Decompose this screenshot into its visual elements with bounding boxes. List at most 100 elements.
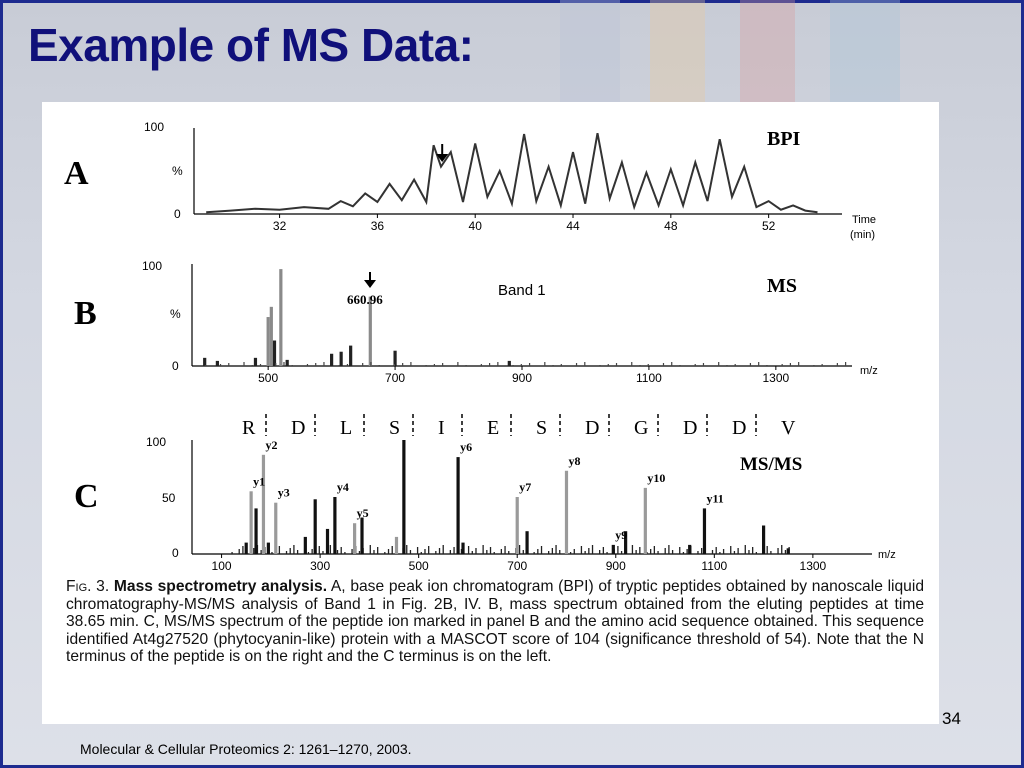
ms-noise [433,364,435,366]
msms-noise [453,547,455,554]
msms-noise [548,551,550,554]
ms-noise [734,364,736,366]
ms-noise [766,365,768,366]
sequence-residue: D [732,417,746,439]
panel-b-xlabel: m/z [860,365,878,377]
msms-noise [580,546,583,554]
msms-peak [702,508,707,554]
panel-b-xtick: 1100 [636,371,662,385]
msms-noise [744,545,746,554]
msms-noise [766,546,768,554]
msms-noise [752,547,754,554]
msms-noise [253,548,255,554]
ms-noise [457,362,459,366]
msms-noise [329,545,332,554]
ms-noise [480,364,482,366]
msms-peak [525,531,529,554]
ms-noise [544,362,546,366]
ms-noise [346,364,349,366]
panel-a-xlabel: (min) [850,229,875,241]
msms-noise [711,550,714,554]
ms-noise [662,363,665,366]
msms-noise [555,545,557,554]
msms-peak [261,454,266,554]
msms-peak [786,548,790,554]
msms-noise [373,550,375,554]
sequence-residue: R [242,417,256,439]
panel-b-ytick: % [170,307,181,321]
msms-peak [761,525,766,554]
panel-c-ytick: 50 [162,491,176,505]
panel-a-xtick: 44 [566,219,580,233]
msms-noise [569,552,572,554]
msms-noise [424,549,426,554]
sequence-residue: D [683,417,697,439]
ms-noise [726,365,728,366]
msms-noise [755,552,758,554]
msms-noise [682,552,685,554]
msms-noise [311,549,313,554]
msms-noise [260,550,262,554]
ms-noise [679,365,681,366]
ms-noise [204,365,206,366]
ms-noise [758,362,760,366]
ms-noise [520,364,522,366]
msms-noise [664,548,666,554]
msms-peak [394,536,399,554]
bpi-trace [206,133,818,214]
ms-noise [821,364,823,366]
msms-peak [564,470,569,554]
ms-noise [393,364,396,366]
panel-b-letter: B [74,295,97,332]
ms-noise [362,363,364,366]
msms-noise [369,545,371,554]
ion-label: y3 [278,486,290,500]
panel-c-letter: C [74,478,99,515]
msms-noise [475,548,477,554]
msms-peak [360,517,364,554]
sequence-residue: I [438,417,445,439]
msms-noise [500,549,503,554]
ms-noise [243,362,245,366]
panel-a-xtick: 36 [371,219,385,233]
sequence-residue: S [536,417,547,439]
msms-noise [722,549,725,554]
msms-noise [322,551,324,554]
msms-peak [456,457,460,554]
msms-noise [588,548,590,554]
ion-label: y1 [253,474,265,488]
msms-noise [271,552,273,554]
panel-c-xtick: 900 [606,559,626,573]
panel-b-xtick: 500 [258,371,278,385]
ms-noise [251,365,253,366]
ms-peak [253,357,258,366]
msms-noise [697,551,699,554]
msms-noise [559,550,561,554]
sequence-residue: E [487,417,499,439]
msms-noise [471,551,473,554]
msms-noise [617,546,619,554]
ms-noise [584,362,586,366]
msms-noise [748,550,750,554]
msms-peak [249,491,253,554]
msms-noise [635,550,637,554]
msms-noise [493,552,495,554]
ms-peak [330,353,334,366]
ms-peak [215,360,219,366]
msms-noise [318,546,320,554]
msms-noise [646,552,648,554]
msms-noise [701,548,703,554]
ms-noise [219,364,222,366]
msms-noise [409,550,412,554]
ms-peak [368,296,372,366]
ms-noise [315,363,317,366]
msms-peak [266,542,270,554]
msms-noise [242,546,244,554]
ion-label: y10 [647,471,665,485]
ion-label: y4 [337,480,349,494]
msms-peak [461,542,465,554]
msms-noise [653,546,656,554]
panel-c-xlabel: m/z [878,549,896,561]
page-number: 34 [942,709,961,728]
ms-peak [349,345,353,366]
